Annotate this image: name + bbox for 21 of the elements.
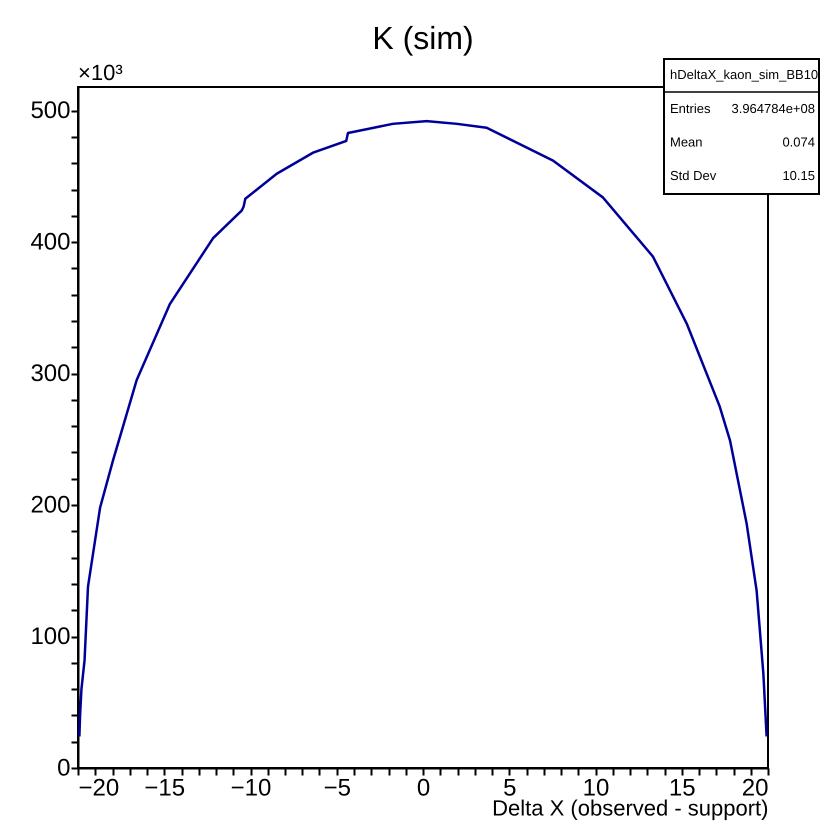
annotation: Entries [670,101,711,116]
chart-title: K (sim) [372,20,474,56]
text: 0.074 [782,134,815,150]
text: hDeltaX_kaon_sim_BB10 [670,67,818,82]
annotation: 3.964784e+08 [731,101,815,116]
x-tick-label: −15 [144,774,186,802]
y-tick-label: 400 [30,228,70,256]
annotation: Mean [670,134,703,150]
x-tick-label: −20 [78,774,120,802]
x-tick-label: 0 [416,774,430,802]
x-tick-label: −5 [324,774,351,802]
text: ×10³ [78,60,123,85]
text: 10.15 [782,168,815,183]
y-tick-label: 500 [30,97,70,124]
y-tick-label: 200 [30,492,70,519]
line-series [78,120,768,738]
x-tick-label: −10 [230,774,272,802]
y-tick-label: 300 [30,360,70,388]
annotation: Std Dev [670,168,717,183]
y-tick-label: 0 [57,754,70,782]
y-tick-label: 100 [30,623,70,650]
